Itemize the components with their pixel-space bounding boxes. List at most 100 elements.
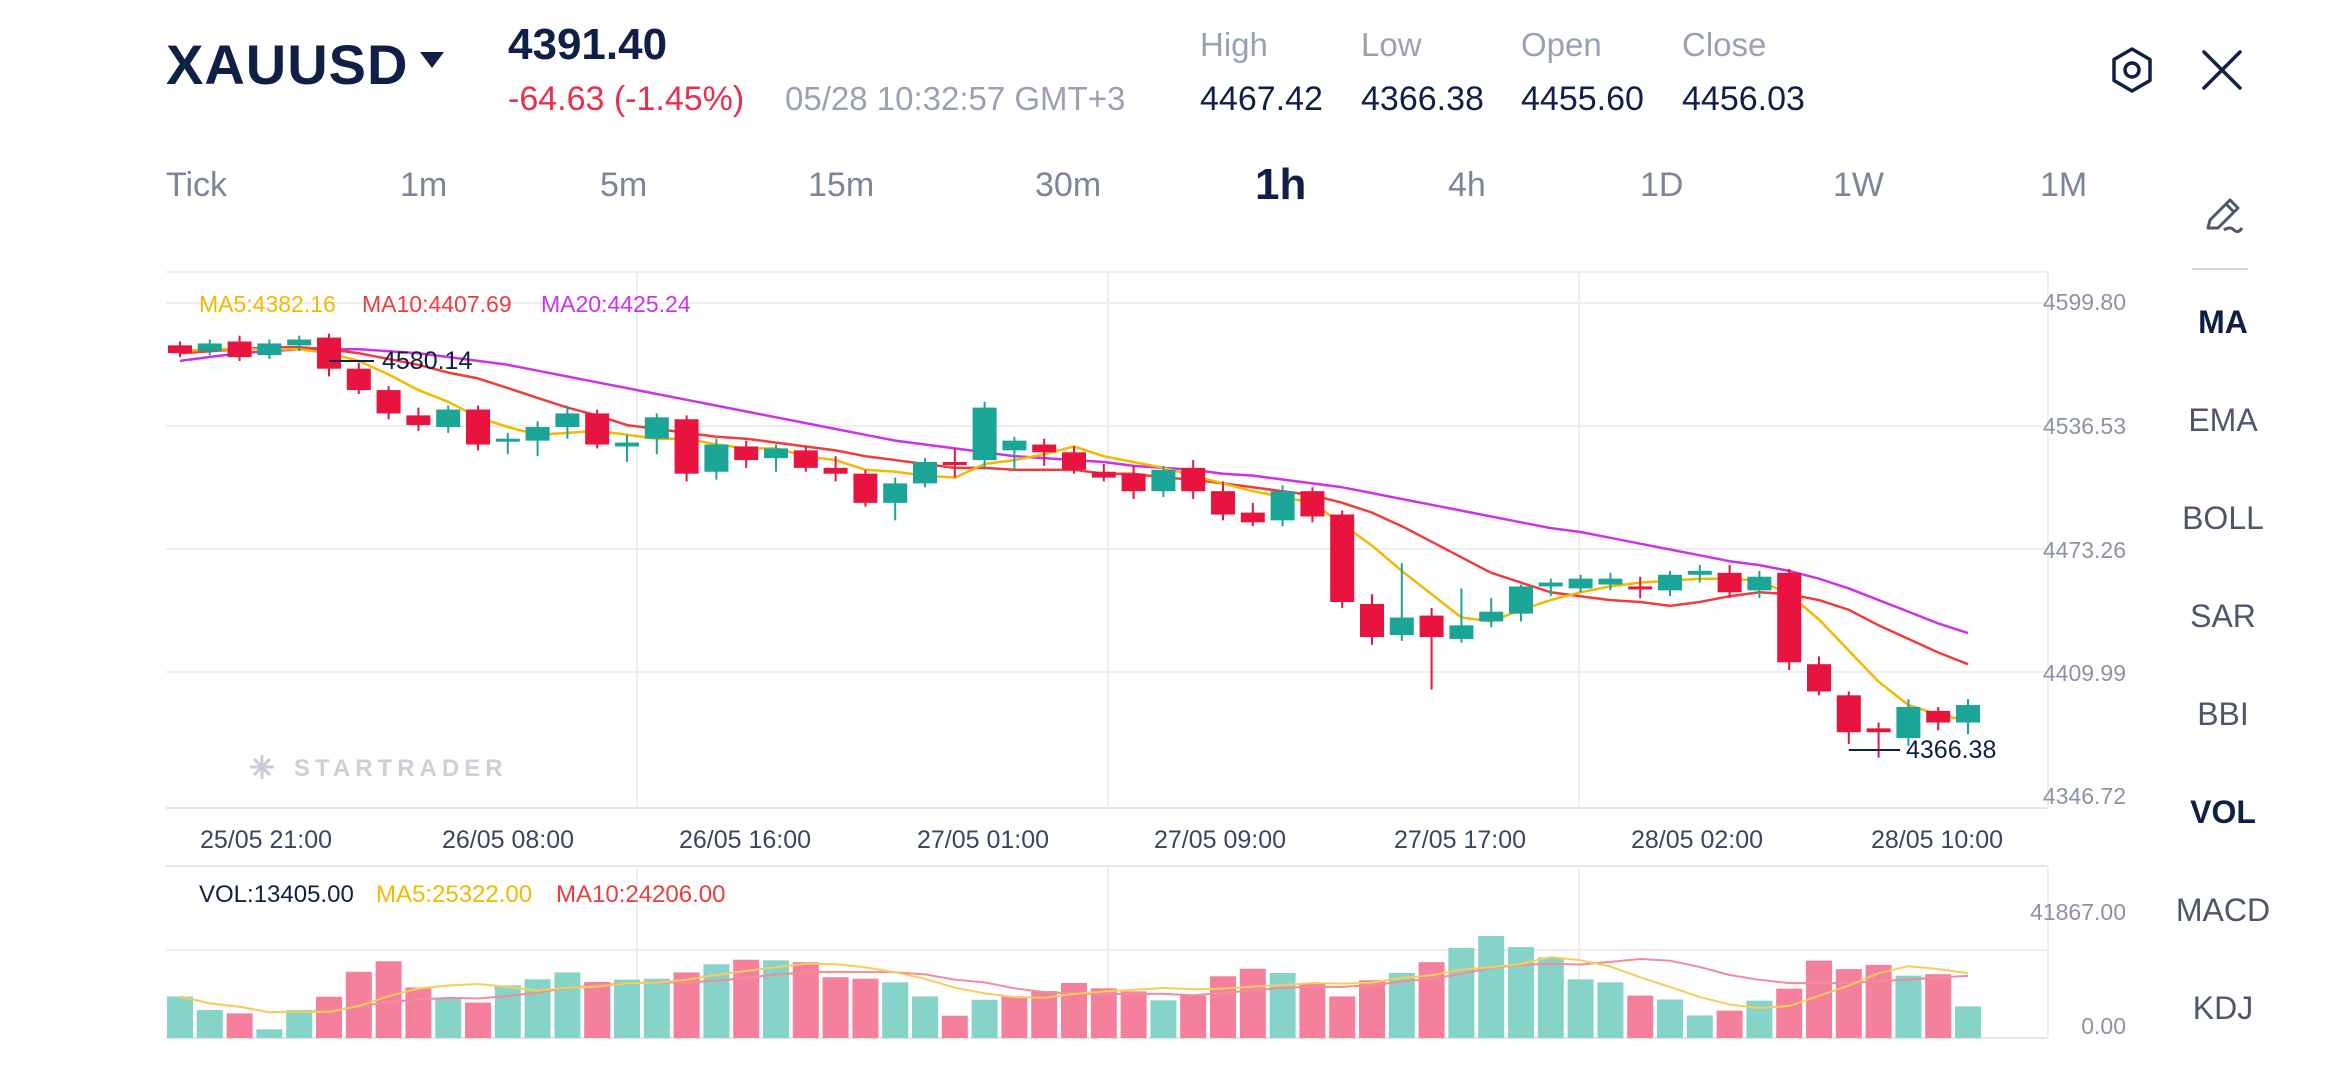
high-marker-label: 4580.14 [382, 347, 472, 375]
volume-bar [524, 979, 551, 1038]
close-icon[interactable] [2200, 48, 2244, 92]
candle-body [1687, 570, 1712, 575]
indicator-ma[interactable]: MA [2198, 304, 2248, 340]
tab-timeframe-1m[interactable]: 1m [400, 166, 448, 204]
candle-body [1419, 615, 1444, 637]
volume-bar [1478, 935, 1505, 1038]
volume-bar [1090, 988, 1117, 1038]
volume-bar [1865, 964, 1892, 1038]
volume-bar [1925, 974, 1952, 1038]
x-axis-label: 28/05 10:00 [1871, 826, 2003, 854]
volume-bar [792, 962, 819, 1038]
candle-body [287, 339, 312, 346]
x-axis-label: 28/05 02:00 [1631, 826, 1763, 854]
indicator-macd[interactable]: MACD [2175, 892, 2271, 928]
candle-body [1389, 617, 1414, 636]
candle-body [1062, 452, 1086, 470]
candle-body [1777, 572, 1802, 663]
ma20-line [179, 348, 1969, 635]
candle-body [376, 390, 401, 414]
volume-bar [256, 1029, 283, 1038]
volume-bar [1001, 996, 1028, 1038]
candle-body [406, 415, 431, 426]
stat-low-value: 4366.38 [1361, 80, 1484, 118]
symbol-dropdown-caret-icon[interactable] [420, 52, 444, 68]
volume-bar [1895, 975, 1922, 1038]
legend-ma5: MA5:4382.16 [199, 291, 336, 317]
candle-body [555, 413, 580, 428]
volume-bar [1210, 976, 1236, 1038]
volume-bar [1776, 988, 1803, 1038]
volume-bar [1716, 1010, 1743, 1038]
candle-body [764, 448, 788, 459]
candle-body [734, 446, 759, 461]
tab-timeframe-1m[interactable]: 1M [2040, 166, 2088, 204]
tab-timeframe-5m[interactable]: 5m [600, 166, 648, 204]
candle-body [615, 442, 639, 447]
indicator-vol[interactable]: VOL [2190, 794, 2256, 830]
stat-high-label: High [1200, 26, 1268, 63]
candle-body [197, 343, 222, 352]
tab-timeframe-1w[interactable]: 1W [1833, 166, 1884, 204]
volume-bar [316, 996, 342, 1038]
volume-bar [1061, 982, 1087, 1038]
tab-timeframe-30m[interactable]: 30m [1035, 166, 1102, 204]
candle-body [1509, 586, 1533, 614]
volume-bar [1388, 972, 1415, 1038]
indicator-boll[interactable]: BOLL [2182, 500, 2264, 536]
indicator-bbi[interactable]: BBI [2197, 696, 2249, 732]
candle-body [1151, 469, 1176, 492]
tab-timeframe-15m[interactable]: 15m [808, 166, 875, 204]
volume-legend-ma5: MA5:25322.00 [376, 881, 532, 908]
candle-body [793, 450, 818, 468]
stat-close-label: Close [1682, 26, 1767, 63]
stat-high-value: 4467.42 [1200, 80, 1323, 118]
candle-body [853, 473, 878, 503]
candle-body [346, 368, 371, 391]
tab-timeframe-1d[interactable]: 1D [1640, 166, 1684, 204]
candle-body [674, 419, 699, 474]
candle-body [466, 409, 490, 445]
candle-body [1598, 578, 1623, 585]
volume-bar [1627, 995, 1654, 1038]
tab-timeframe-tick[interactable]: Tick [166, 166, 228, 204]
stat-open-value: 4455.60 [1521, 80, 1644, 118]
candle-body [1330, 514, 1355, 602]
volume-bar [614, 979, 640, 1038]
candle-body [317, 337, 341, 369]
candle-body [1479, 611, 1504, 622]
x-axis-label: 26/05 16:00 [679, 826, 811, 854]
candle-body [585, 413, 610, 445]
tab-timeframe-1h[interactable]: 1h [1255, 160, 1307, 209]
volume-bar [435, 998, 462, 1038]
pencil-draw-icon[interactable] [2200, 192, 2244, 236]
candle-body [1181, 467, 1206, 492]
settings-icon[interactable] [2108, 46, 2156, 94]
candle-body [823, 467, 848, 474]
volume-bar [1508, 947, 1534, 1038]
stat-close-value: 4456.03 [1682, 80, 1805, 118]
candle-body [1091, 471, 1116, 478]
candle-body [1658, 574, 1682, 591]
candle-body [1270, 491, 1295, 521]
candle-body [1568, 578, 1593, 589]
x-axis-label: 27/05 09:00 [1154, 826, 1286, 854]
x-axis-label: 27/05 17:00 [1394, 826, 1526, 854]
volume-bar [1329, 996, 1356, 1038]
indicator-kdj[interactable]: KDJ [2192, 990, 2254, 1026]
volume-bar [1239, 968, 1266, 1038]
volume-y-max-label: 41867.00 [2030, 899, 2126, 925]
tab-timeframe-4h[interactable]: 4h [1448, 166, 1486, 204]
volume-bar [554, 972, 581, 1038]
candle-body [1896, 706, 1921, 739]
candle-body [257, 343, 282, 356]
candle-body [1360, 603, 1384, 637]
volume-bar [1031, 991, 1058, 1038]
volume-bar [852, 978, 879, 1038]
indicator-sar[interactable]: SAR [2190, 598, 2256, 634]
indicator-ema[interactable]: EMA [2188, 402, 2258, 438]
volume-bar [1299, 983, 1326, 1038]
symbol-title[interactable]: XAUUSD [166, 33, 409, 96]
current-price: 4391.40 [508, 20, 668, 69]
